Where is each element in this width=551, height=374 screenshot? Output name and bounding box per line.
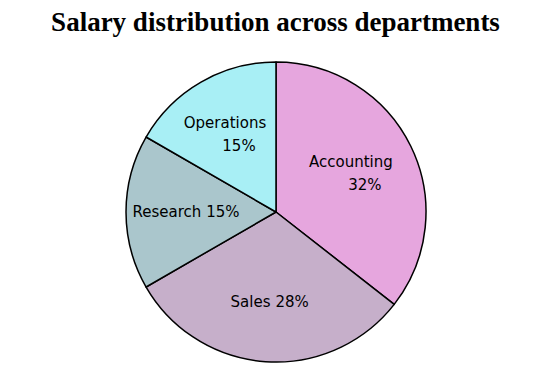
- slice-label: Sales 28%: [231, 293, 309, 311]
- chart-title: Salary distribution across departments: [51, 7, 500, 37]
- category-label: Sales: [231, 293, 271, 311]
- slice-label: Research 15%: [132, 203, 239, 221]
- slice-label: Operations 15%: [184, 114, 267, 155]
- value-label: 32%: [348, 176, 381, 194]
- category-label: Accounting: [309, 153, 393, 171]
- category-label: Operations: [184, 114, 267, 132]
- data-labels: Accounting32%Sales28%Research15%Operatio…: [132, 114, 392, 311]
- chart: Salary distribution across departments Ac…: [0, 0, 551, 374]
- value-label: 28%: [276, 293, 309, 311]
- value-label: 15%: [222, 137, 255, 155]
- slice-label: Accounting 32%: [309, 153, 393, 194]
- pie-slice: [146, 62, 276, 212]
- value-label: 15%: [206, 203, 239, 221]
- slices: [126, 62, 426, 362]
- category-label: Research: [132, 203, 201, 221]
